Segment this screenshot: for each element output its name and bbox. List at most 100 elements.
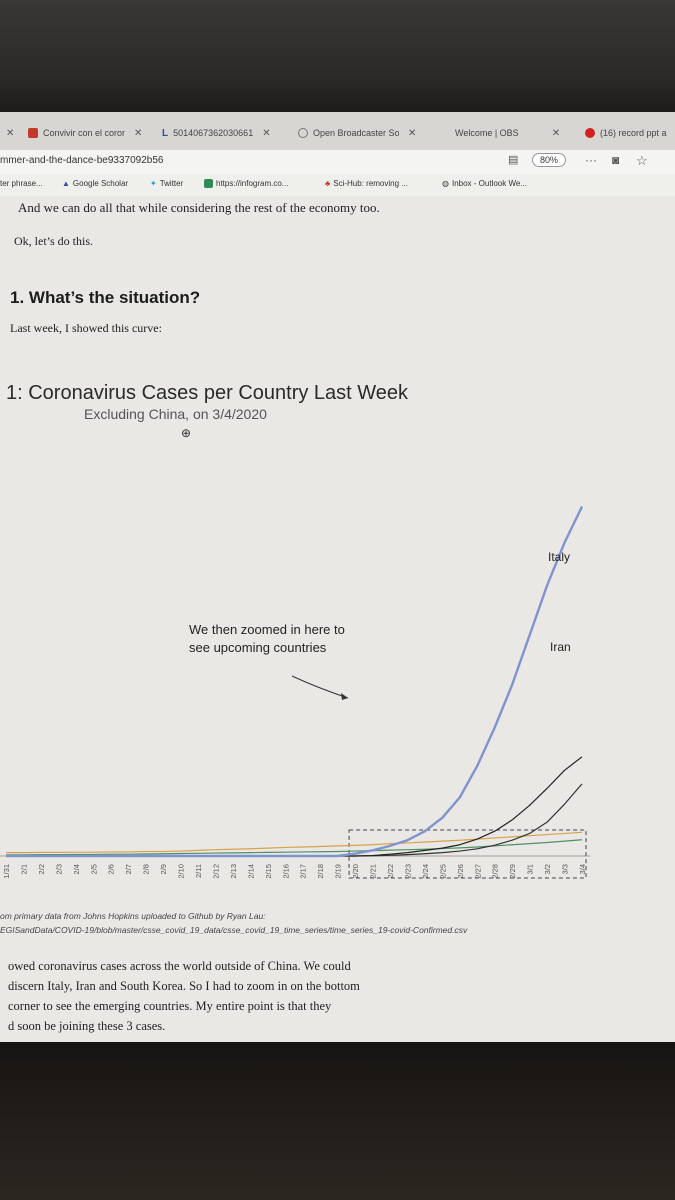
twitter-bird-icon: ✦ bbox=[150, 179, 157, 188]
x-tick-label: 2/23 bbox=[403, 864, 412, 879]
scihub-icon: ♣ bbox=[325, 179, 331, 188]
bookmark-star-icon[interactable]: ☆ bbox=[636, 153, 648, 168]
l-favicon-icon: L bbox=[162, 127, 169, 139]
bookmark-twitter[interactable]: ✦ Twitter bbox=[150, 179, 183, 188]
article-paragraph: owed coronavirus cases across the world … bbox=[8, 956, 428, 1036]
bookmark-infogram[interactable]: https://infogram.co... bbox=[204, 179, 288, 188]
tab-label: Welcome | OBS bbox=[455, 128, 519, 138]
annotation-text: see upcoming countries bbox=[189, 640, 327, 655]
x-tick-label: 2/12 bbox=[211, 864, 220, 879]
tab-record-ppt[interactable]: (16) record ppt a bbox=[585, 120, 675, 146]
youtube-favicon-icon bbox=[585, 128, 595, 138]
tab-bar: ✕ Convivir con el coron ✕ L 501406736203… bbox=[0, 112, 675, 151]
bookmark-phrase[interactable]: ter phrase... bbox=[0, 179, 43, 188]
chart-title: 1: Coronavirus Cases per Country Last We… bbox=[6, 382, 409, 404]
infogram-icon bbox=[204, 179, 213, 188]
bookmark-label: Sci-Hub: removing ... bbox=[333, 179, 408, 188]
x-tick-label: 2/19 bbox=[334, 864, 343, 879]
chart-source: om primary data from Johns Hopkins uploa… bbox=[0, 909, 467, 937]
x-tick-label: 2/3 bbox=[54, 864, 63, 874]
x-tick-label: 2/24 bbox=[421, 864, 430, 879]
x-tick-label: 2/20 bbox=[351, 864, 360, 879]
bookmark-label: Google Scholar bbox=[72, 179, 129, 188]
section-heading: 1. What’s the situation? bbox=[10, 288, 201, 307]
x-tick-label: 2/25 bbox=[438, 864, 447, 879]
x-tick-label: 2/5 bbox=[89, 864, 98, 874]
zoom-level-badge[interactable]: 80% bbox=[532, 153, 567, 167]
x-tick-label: 2/4 bbox=[72, 864, 81, 874]
monitor-bezel-top bbox=[0, 0, 675, 112]
close-icon[interactable]: ✕ bbox=[134, 127, 143, 139]
paragraph-line: discern Italy, Iran and South Korea. So … bbox=[8, 979, 360, 993]
article-text-line: Ok, let’s do this. bbox=[14, 234, 94, 248]
annotation-text: We then zoomed in here to bbox=[189, 622, 345, 637]
x-tick-label: 2/26 bbox=[456, 864, 465, 879]
x-tick-label: 2/14 bbox=[246, 864, 255, 879]
bookmark-label: Inbox - Outlook We... bbox=[451, 179, 527, 188]
source-line: om primary data from Johns Hopkins uploa… bbox=[0, 911, 266, 921]
tab-favicon-icon bbox=[28, 128, 38, 138]
x-tick-label: 2/22 bbox=[386, 864, 395, 879]
browser-window: ✕ Convivir con el coron ✕ L 501406736203… bbox=[0, 112, 675, 1042]
series-line bbox=[6, 756, 583, 857]
zoom-region-box bbox=[348, 829, 587, 879]
x-tick-label: 2/2 bbox=[37, 864, 46, 874]
bookmark-outlook[interactable]: ◍ Inbox - Outlook We... bbox=[442, 179, 527, 188]
tab-convivir[interactable]: Convivir con el coron ✕ bbox=[28, 120, 148, 146]
globe-icon: ◍ bbox=[442, 179, 449, 188]
series-label: Italy bbox=[548, 550, 570, 564]
annotation-arrowhead bbox=[341, 693, 348, 700]
zoom-in-icon[interactable]: ⊕ bbox=[181, 426, 192, 440]
x-tick-label: 2/13 bbox=[229, 864, 238, 879]
series-line bbox=[6, 506, 584, 858]
obs-favicon-icon bbox=[298, 128, 308, 138]
article-text-line: Last week, I showed this curve: bbox=[10, 321, 162, 335]
article-text-line: And we can do all that while considering… bbox=[18, 200, 380, 215]
tab-label: Open Broadcaster So bbox=[313, 128, 399, 138]
x-tick-label: 2/16 bbox=[281, 864, 290, 879]
x-tick-label: 2/29 bbox=[508, 864, 517, 879]
x-tick-label: 1/31 bbox=[2, 864, 11, 879]
annotation-arrow bbox=[291, 675, 349, 699]
paragraph-line: owed coronavirus cases across the world … bbox=[8, 959, 351, 973]
cases-line-chart: 1/31 2/1 2/2 2/3 2/4 2/5 2/6 2/7 2/8 2/9 2/10 2/11 2… bbox=[0, 506, 590, 879]
x-tick-label: 2/1 bbox=[19, 864, 28, 874]
chart-subtitle: Excluding China, on 3/4/2020 bbox=[84, 406, 267, 422]
x-tick-label: 2/11 bbox=[194, 864, 203, 878]
x-tick-label: 2/6 bbox=[107, 864, 116, 874]
bookmark-google-scholar[interactable]: ▲ Google Scholar bbox=[62, 179, 128, 188]
bookmarks-toolbar: ter phrase... ▲ Google Scholar ✦ Twitter h… bbox=[0, 174, 675, 197]
tab-close-partial[interactable]: ✕ bbox=[2, 120, 14, 146]
series-label: Iran bbox=[550, 640, 571, 654]
reader-view-icon[interactable]: ▤ bbox=[508, 154, 519, 166]
x-tick-label: 2/9 bbox=[159, 864, 168, 874]
close-icon[interactable]: ✕ bbox=[262, 127, 271, 139]
x-tick-label: 2/7 bbox=[124, 864, 133, 874]
bookmark-label: ter phrase... bbox=[0, 179, 43, 188]
close-icon[interactable]: ✕ bbox=[408, 127, 417, 139]
bookmark-scihub[interactable]: ♣ Sci-Hub: removing ... bbox=[325, 179, 408, 188]
tab-label: 5014067362030661 bbox=[173, 128, 254, 138]
address-bar[interactable]: mmer-and-the-dance-be9337092b56 ▤ 80% ··… bbox=[0, 150, 675, 174]
series-line bbox=[6, 783, 583, 857]
x-tick-label: 2/10 bbox=[177, 864, 186, 879]
series-line bbox=[6, 831, 583, 854]
paragraph-line: d soon be joining these 3 cases. bbox=[8, 1019, 166, 1033]
close-icon[interactable]: ✕ bbox=[6, 127, 15, 139]
tab-open-broadcaster[interactable]: Open Broadcaster So ✕ bbox=[298, 120, 422, 146]
pocket-icon[interactable]: ◙ bbox=[612, 153, 620, 167]
url-text[interactable]: mmer-and-the-dance-be9337092b56 bbox=[0, 155, 164, 166]
x-tick-label: 2/18 bbox=[316, 864, 325, 879]
close-icon[interactable]: ✕ bbox=[551, 127, 561, 139]
bookmark-label: https://infogram.co... bbox=[216, 179, 289, 188]
x-tick-label: 3/3 bbox=[561, 864, 570, 874]
x-tick-label: 2/21 bbox=[369, 864, 378, 879]
monitor-bezel-bottom bbox=[0, 1042, 675, 1200]
tab-5014067362[interactable]: L 5014067362030661 ✕ bbox=[162, 120, 286, 146]
tab-welcome-obs[interactable]: Welcome | OBS ✕ bbox=[455, 120, 567, 146]
more-actions-icon[interactable]: ··· bbox=[585, 153, 597, 167]
x-tick-label: 3/4 bbox=[578, 864, 587, 874]
source-line: EGISandData/COVID-19/blob/master/csse_co… bbox=[0, 925, 468, 935]
x-tick-label: 3/1 bbox=[526, 864, 535, 874]
x-tick-label: 2/28 bbox=[491, 864, 500, 879]
